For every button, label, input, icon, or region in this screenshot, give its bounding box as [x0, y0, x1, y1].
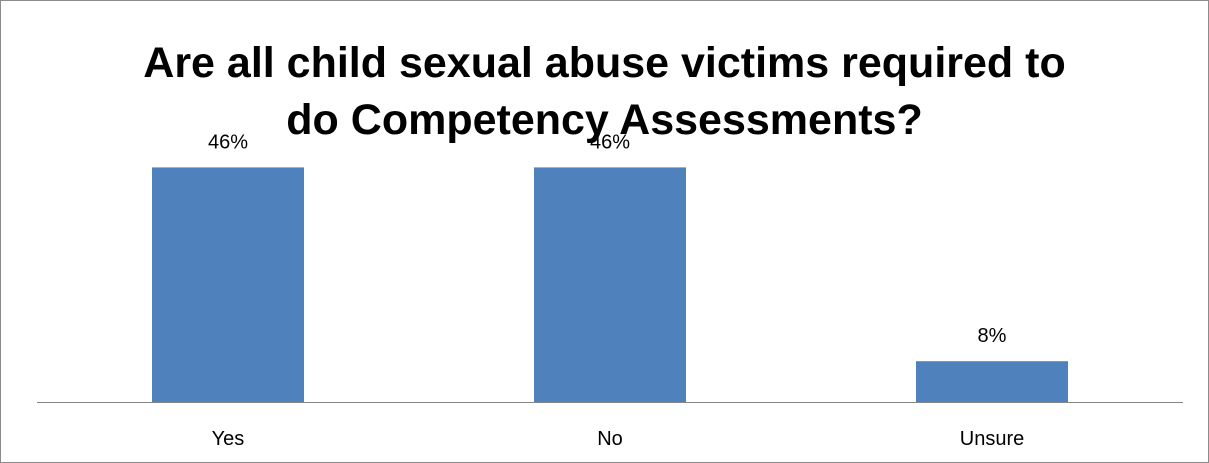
bar-no — [534, 167, 686, 402]
chart-title-line-1: Are all child sexual abuse victims requi… — [143, 39, 1066, 87]
data-label-no: 46% — [590, 131, 630, 153]
bar-unsure — [916, 361, 1068, 402]
chart-title-line-2: do Competency Assessments? — [286, 96, 923, 144]
data-label-unsure: 8% — [978, 325, 1007, 347]
category-label-no: No — [597, 428, 623, 450]
category-label-unsure: Unsure — [960, 428, 1024, 450]
bar-yes — [152, 167, 304, 402]
data-label-yes: 46% — [208, 131, 248, 153]
category-label-yes: Yes — [212, 428, 245, 450]
chart-title: Are all child sexual abuse victims requi… — [1, 35, 1208, 149]
